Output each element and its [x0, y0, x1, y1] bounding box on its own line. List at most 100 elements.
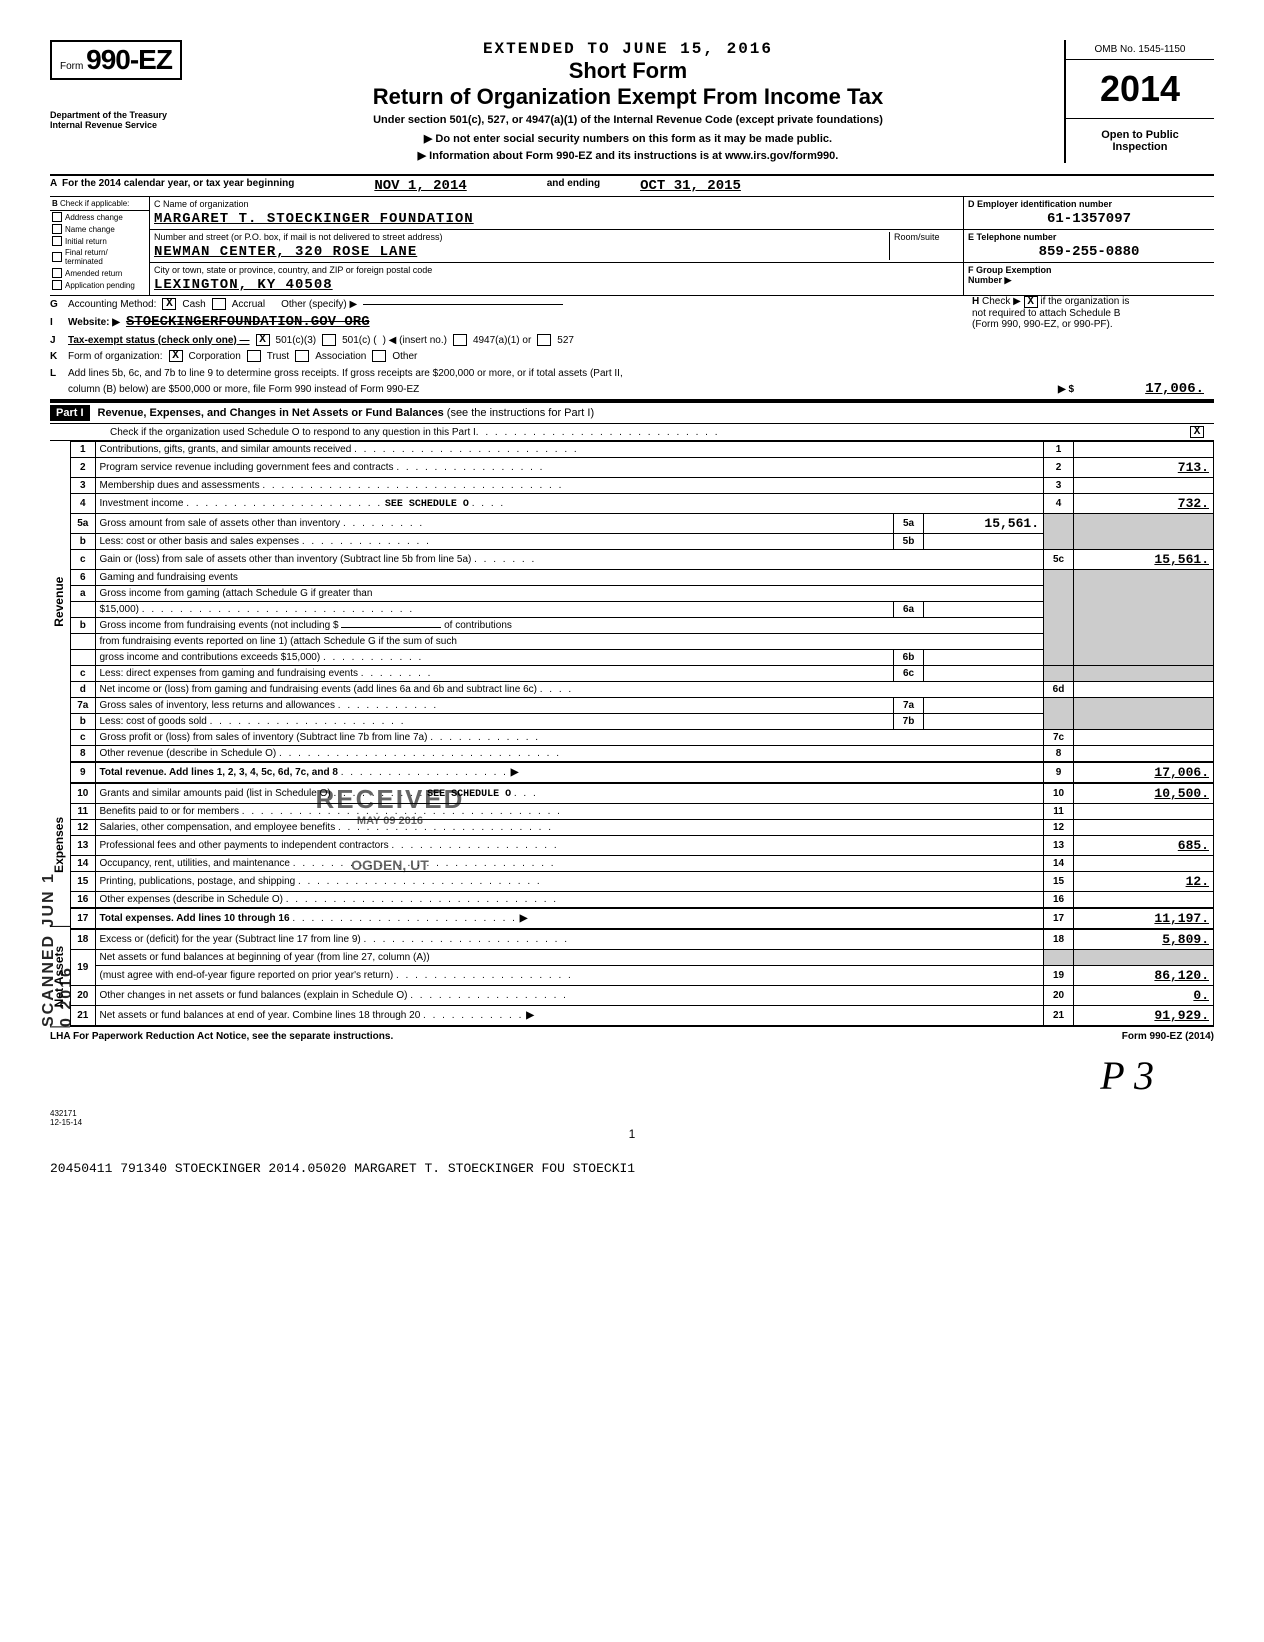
row-16: 16Other expenses (describe in Schedule O… [71, 892, 1214, 909]
checkbox-icon [52, 280, 62, 290]
part1-body: SCANNED JUN 1 0 2016 Revenue Expenses Ne… [50, 441, 1214, 1027]
begin-date: NOV 1, 2014 [374, 178, 466, 194]
lines-g-k: G Accounting Method: X Cash Accrual Othe… [50, 296, 1214, 364]
trust-checkbox[interactable] [247, 350, 261, 362]
row-6b-2: from fundraising events reported on line… [71, 634, 1214, 650]
other-checkbox[interactable] [372, 350, 386, 362]
header-row: Form 990-EZ Department of the Treasury I… [50, 40, 1214, 176]
checkbox-icon [52, 268, 62, 278]
row-9: 9Total revenue. Add lines 1, 2, 3, 4, 5c… [71, 762, 1214, 783]
group-number: Number ▶ [968, 275, 1210, 286]
line-h: H Check ▶ X if the organization is not r… [964, 296, 1214, 364]
row-19-2: (must agree with end-of-year figure repo… [71, 966, 1214, 986]
city-label: City or town, state or province, country… [154, 265, 959, 275]
schedule-o-checkbox[interactable]: X [1190, 426, 1204, 438]
line-k: K Form of organization: X Corporation Tr… [50, 348, 964, 364]
line-g: G Accounting Method: X Cash Accrual Othe… [50, 296, 964, 312]
501c-checkbox[interactable] [322, 334, 336, 346]
expenses-label: Expenses [50, 763, 70, 927]
right-header-box: OMB No. 1545-1150 2014 Open to Public In… [1064, 40, 1214, 163]
instruction-2: ▶ Information about Form 990-EZ and its … [202, 149, 1054, 162]
row-7a: 7aGross sales of inventory, less returns… [71, 698, 1214, 714]
row-17: 17Total expenses. Add lines 10 through 1… [71, 908, 1214, 929]
main-title: Return of Organization Exempt From Incom… [202, 84, 1054, 110]
4947-checkbox[interactable] [453, 334, 467, 346]
room-label: Room/suite [894, 232, 959, 242]
row-6b-3: gross income and contributions exceeds $… [71, 650, 1214, 666]
row-21: 21Net assets or fund balances at end of … [71, 1006, 1214, 1027]
org-name-label: C Name of organization [154, 199, 959, 209]
form-number: 990-EZ [86, 44, 172, 75]
netassets-label: Net Assets [50, 927, 70, 1027]
part1-table: 1Contributions, gifts, grants, and simil… [71, 441, 1214, 1027]
row-12: 12Salaries, other compensation, and empl… [71, 820, 1214, 836]
other-specify[interactable] [363, 304, 563, 305]
footer-row: LHA For Paperwork Reduction Act Notice, … [50, 1031, 1214, 1042]
inspection: Inspection [1070, 141, 1210, 153]
end-date: OCT 31, 2015 [640, 178, 741, 194]
accrual-checkbox[interactable] [212, 298, 226, 310]
form-ref: Form 990-EZ (2014) [1122, 1031, 1214, 1042]
row-7b: bLess: cost of goods sold . . . . . . . … [71, 714, 1214, 730]
title-section: EXTENDED TO JUNE 15, 2016 Short Form Ret… [192, 40, 1064, 174]
section-a-label: A [50, 178, 62, 194]
phone-label: E Telephone number [968, 232, 1210, 242]
row-18: 18Excess or (deficit) for the year (Subt… [71, 929, 1214, 950]
col-de: D Employer identification number 61-1357… [964, 197, 1214, 295]
line-l-amount: 17,006. [1084, 381, 1204, 397]
city-value: LEXINGTON, KY 40508 [154, 275, 959, 293]
street-value: NEWMAN CENTER, 320 ROSE LANE [154, 242, 889, 260]
bottom-line: 20450411 791340 STOECKINGER 2014.05020 M… [50, 1161, 1214, 1176]
main-info-grid: B Check if applicable: Address change Na… [50, 197, 1214, 296]
h-checkbox[interactable]: X [1024, 296, 1038, 308]
cash-checkbox[interactable]: X [162, 298, 176, 310]
corp-checkbox[interactable]: X [169, 350, 183, 362]
cb-amended[interactable]: Amended return [50, 267, 149, 279]
cb-initial[interactable]: Initial return [50, 235, 149, 247]
527-checkbox[interactable] [537, 334, 551, 346]
org-name-value: MARGARET T. STOECKINGER FOUNDATION [154, 209, 959, 227]
row-5a: 5aGross amount from sale of assets other… [71, 514, 1214, 534]
dept-box: Department of the Treasury Internal Reve… [50, 80, 190, 130]
cb-name[interactable]: Name change [50, 223, 149, 235]
cb-pending[interactable]: Application pending [50, 279, 149, 291]
row-1: 1Contributions, gifts, grants, and simil… [71, 442, 1214, 458]
ein-row: D Employer identification number 61-1357… [964, 197, 1214, 230]
phone-value: 859-255-0880 [968, 242, 1210, 260]
dept-line-2: Internal Revenue Service [50, 120, 190, 130]
col-b-header: B Check if applicable: [50, 197, 149, 211]
checkbox-icon [52, 212, 62, 222]
row-5b: bLess: cost or other basis and sales exp… [71, 534, 1214, 550]
assoc-checkbox[interactable] [295, 350, 309, 362]
form-word: Form [60, 61, 83, 72]
group-label: F Group Exemption [968, 265, 1210, 275]
row-19-1: 19Net assets or fund balances at beginni… [71, 950, 1214, 966]
row-5c: cGain or (loss) from sale of assets othe… [71, 550, 1214, 570]
row-20: 20Other changes in net assets or fund ba… [71, 986, 1214, 1006]
line-i: I Website: ▶ STOECKINGERFOUNDATION.GOV O… [50, 312, 964, 332]
ein-value: 61-1357097 [968, 209, 1210, 227]
row-13: 13Professional fees and other payments t… [71, 836, 1214, 856]
501c3-checkbox[interactable]: X [256, 334, 270, 346]
group-exempt-row: F Group Exemption Number ▶ [964, 263, 1214, 293]
and-ending: and ending [547, 178, 600, 194]
form-label-box: Form 990-EZ [50, 40, 182, 80]
lha-notice: LHA For Paperwork Reduction Act Notice, … [50, 1031, 393, 1042]
tax-year-text: For the 2014 calendar year, or tax year … [62, 178, 294, 194]
street-row: Number and street (or P.O. box, if mail … [150, 230, 963, 263]
col-b: B Check if applicable: Address change Na… [50, 197, 150, 295]
section-a-row: A For the 2014 calendar year, or tax yea… [50, 176, 1214, 197]
row-8: 8Other revenue (describe in Schedule O) … [71, 746, 1214, 763]
cb-final[interactable]: Final return/ terminated [50, 247, 149, 267]
extended-text: EXTENDED TO JUNE 15, 2016 [202, 40, 1054, 58]
omb-number: OMB No. 1545-1150 [1066, 40, 1214, 60]
revenue-label: Revenue [50, 441, 70, 763]
row-6a-2: $15,000) . . . . . . . . . . . . . . . .… [71, 602, 1214, 618]
checkbox-icon [52, 224, 62, 234]
dept-line-1: Department of the Treasury [50, 110, 190, 120]
row-2: 2Program service revenue including gover… [71, 458, 1214, 478]
org-name-row: C Name of organization MARGARET T. STOEC… [150, 197, 963, 230]
form-990ez-container: Form 990-EZ Department of the Treasury I… [50, 40, 1214, 1176]
cb-address[interactable]: Address change [50, 211, 149, 223]
row-3: 3Membership dues and assessments . . . .… [71, 478, 1214, 494]
